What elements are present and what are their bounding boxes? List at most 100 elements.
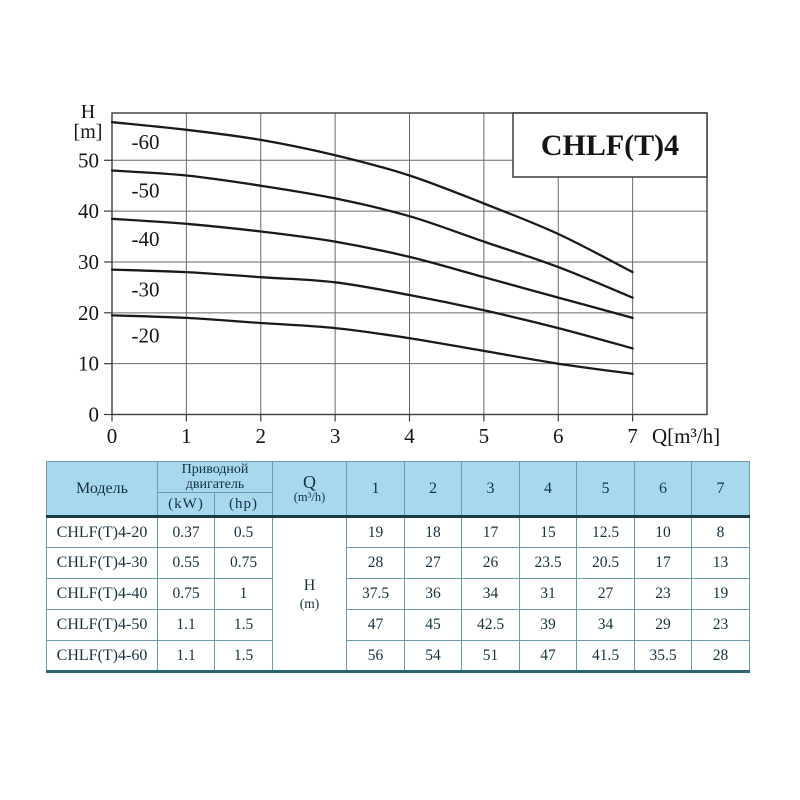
chart-title: CHLF(T)4	[541, 129, 679, 162]
table-row: CHLF(T)4-30 0.55 0.75 28 27 26 23.5 20.5 17 13	[46, 547, 751, 580]
h-value-cell: 45	[404, 609, 463, 642]
h-value-cell: 31	[519, 578, 578, 611]
table-row: CHLF(T)4-50 1.1 1.5 47 45 42.5 39 34 29 23	[46, 609, 751, 642]
model-cell: CHLF(T)4-30	[46, 547, 158, 580]
y-tick-label: 40	[78, 199, 99, 223]
h-value-cell: 36	[404, 578, 463, 611]
curve-label--60: -60	[131, 130, 159, 154]
kw-cell: 0.37	[157, 516, 215, 549]
plot-frame	[111, 112, 708, 416]
curve--50	[110, 169, 634, 299]
model-cell: CHLF(T)4-20	[46, 516, 158, 549]
h-value-cell: 10	[634, 516, 693, 549]
kw-cell: 1.1	[157, 640, 215, 673]
curve--60	[110, 121, 634, 274]
h-value-cell: 34	[576, 609, 636, 642]
x-tick-label: 2	[256, 424, 267, 448]
hp-cell: 1.5	[213, 640, 274, 673]
curve-label--40: -40	[131, 227, 159, 251]
hp-cell: 0.5	[213, 516, 274, 549]
model-cell: CHLF(T)4-60	[46, 640, 158, 673]
col-header-q4: 4	[519, 460, 578, 518]
table-row: CHLF(T)4-20 0.37 0.5 H (m) 19 18 17 15 12.5 10 8	[46, 516, 751, 673]
h-value-cell: 47	[346, 609, 406, 642]
model-cell: CHLF(T)4-40	[46, 578, 158, 611]
hp-cell: 0.75	[213, 547, 274, 580]
pump-curves-chart: -60 -50 -40 -30 -20 CHLF(T)4 0 10 20 30 40 50 0 1 2 3 4 5…	[74, 101, 721, 448]
hp-cell: 1.5	[213, 609, 274, 642]
table-row: CHLF(T)4-60 1.1 1.5 56 54 51 47 41.5 35.5 28	[46, 640, 751, 673]
drive-motor-label-line2: двигатель	[185, 477, 245, 493]
y-tick-label: 0	[89, 403, 100, 427]
q-unit: (m³/h)	[293, 490, 326, 505]
h-value-cell: 19	[691, 578, 751, 611]
pump-spec-table: Модель Приводной двигатель Q (m³/h) 1 2 …	[46, 460, 751, 674]
h-value-cell: 23	[691, 609, 751, 642]
kw-cell: 0.75	[157, 578, 215, 611]
x-tick-label: 5	[479, 424, 490, 448]
h-value-cell: 15	[519, 516, 578, 549]
table-row: CHLF(T)4-40 0.75 1 37.5 36 34 31 27 23 19	[46, 578, 751, 611]
col-header-drive-motor: Приводной двигатель	[156, 460, 274, 494]
h-value-cell: 26	[461, 547, 521, 580]
h-value-cell: 37.5	[346, 578, 406, 611]
h-value-cell: 35.5	[634, 640, 693, 673]
kw-cell: 0.55	[157, 547, 215, 580]
x-tick-label: 3	[330, 424, 341, 448]
model-cell: CHLF(T)4-50	[46, 609, 158, 642]
curve-label--50: -50	[131, 178, 159, 202]
h-unit: (m)	[299, 595, 320, 611]
chart-title-box	[512, 112, 708, 178]
h-value-cell: 28	[691, 640, 751, 673]
curve--30	[110, 268, 634, 350]
h-value-cell: 8	[691, 516, 751, 549]
h-symbol: H	[303, 577, 316, 595]
curve-label--30: -30	[131, 278, 159, 302]
h-value-cell: 18	[404, 516, 463, 549]
h-value-cell: 20.5	[576, 547, 636, 580]
col-header-kw: (kW)	[157, 492, 215, 518]
y-tick-label: 20	[78, 301, 99, 325]
h-value-cell: 12.5	[576, 516, 636, 549]
x-axis-unit-label: Q[m³/h]	[652, 424, 720, 448]
h-value-cell: 13	[691, 547, 751, 580]
col-header-flow-q: Q (m³/h)	[272, 460, 348, 518]
h-value-cell: 34	[461, 578, 521, 611]
h-value-cell: 56	[346, 640, 406, 673]
q-symbol: Q	[303, 472, 317, 493]
curve--20	[110, 314, 634, 375]
y-tick-label: 10	[78, 352, 99, 376]
col-header-q1: 1	[346, 460, 406, 518]
h-value-cell: 39	[519, 609, 578, 642]
h-value-cell: 29	[634, 609, 693, 642]
curve-label--20: -20	[131, 323, 159, 347]
h-value-cell: 51	[461, 640, 521, 673]
y-tick-label: 30	[78, 250, 99, 274]
x-tick-label: 7	[627, 424, 638, 448]
x-tick-label: 0	[107, 424, 118, 448]
h-value-cell: 27	[404, 547, 463, 580]
x-tick-label: 6	[553, 424, 564, 448]
h-value-cell: 17	[461, 516, 521, 549]
h-value-cell: 27	[576, 578, 636, 611]
col-header-q2: 2	[404, 460, 463, 518]
col-header-q6: 6	[634, 460, 693, 518]
col-header-hp: (hp)	[213, 492, 274, 518]
y-tick-label: 50	[78, 148, 99, 172]
col-header-q3: 3	[461, 460, 521, 518]
h-value-cell: 19	[346, 516, 406, 549]
y-axis-unit-label: [m]	[74, 121, 103, 143]
col-header-q7: 7	[691, 460, 751, 518]
x-tick-label: 4	[404, 424, 415, 448]
h-value-cell: 47	[519, 640, 578, 673]
curve--40	[110, 217, 634, 320]
h-value-cell: 54	[404, 640, 463, 673]
hp-cell: 1	[213, 578, 274, 611]
y-axis-unit-label: H	[81, 101, 95, 123]
h-value-cell: 23	[634, 578, 693, 611]
kw-cell: 1.1	[157, 609, 215, 642]
h-value-cell: 17	[634, 547, 693, 580]
head-unit-cell: H (m)	[272, 516, 348, 673]
h-value-cell: 23.5	[519, 547, 578, 580]
